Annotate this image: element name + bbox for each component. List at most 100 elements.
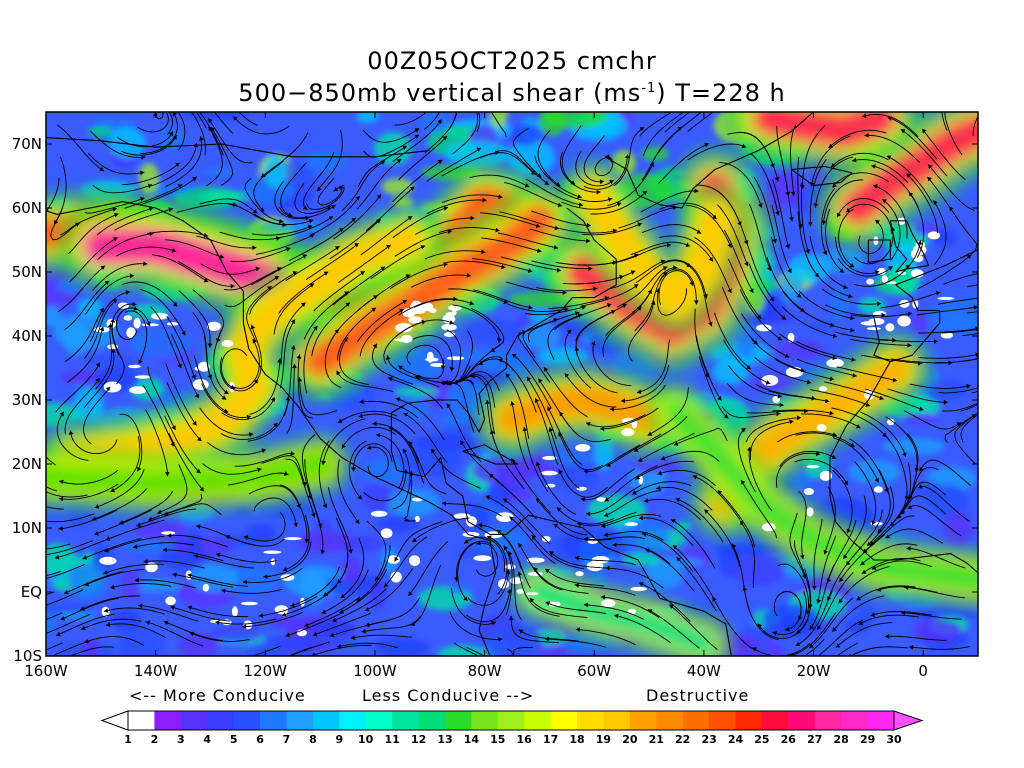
streamline-arrow [103,570,108,575]
streamline [246,286,272,343]
streamline-arrow [194,393,199,399]
minimal-shear-patch [270,558,276,566]
streamline-arrow [907,343,912,348]
streamline [861,558,921,575]
streamline [285,611,344,637]
streamline-arrow [273,423,278,428]
lon-label: 20W [797,662,831,680]
streamline [56,411,89,461]
streamline [213,329,229,395]
lat-label: 20N [12,455,42,473]
streamline-arrow [199,486,205,492]
streamline [327,487,352,554]
streamline-arrow [775,211,780,216]
streamline-arrow [973,305,978,310]
streamline-arrow [398,365,403,370]
streamline-arrow [562,290,567,295]
streamline-arrow [453,296,458,302]
streamline [145,621,204,647]
streamline [387,355,440,388]
streamline [960,403,978,412]
streamline [739,289,783,341]
streamline-arrow [293,522,299,527]
streamline-arrow [630,270,636,275]
streamline-arrow [772,238,777,244]
streamline [561,125,582,185]
streamline [721,406,781,418]
streamline-arrow [922,128,927,134]
streamline-arrow [517,571,522,576]
streamline-arrow [171,425,176,430]
streamline-arrow [935,290,941,296]
shear-band-core [496,384,666,436]
lon-label: 40W [687,662,721,680]
streamline-arrow [927,176,932,182]
streamline [530,210,592,226]
streamline-arrow [394,556,399,562]
colorbar-segment [418,711,446,730]
streamline [199,112,224,156]
streamline [870,611,932,617]
streamline [162,549,224,562]
streamline [960,414,978,443]
streamline-arrow [906,546,911,551]
streamline [313,270,366,312]
streamline [670,519,716,569]
shear-cell [943,511,973,548]
streamline-arrow [95,362,100,368]
streamline-arrow [829,410,834,416]
streamline-arrow [575,555,580,561]
streamline [309,195,361,237]
streamline [797,157,802,229]
streamline-arrow [666,242,671,248]
lon-label: 160W [24,662,68,680]
shear-cell [327,575,384,595]
streamline-arrow [336,370,341,376]
streamline [536,461,577,515]
streamline [356,544,391,602]
streamline-arrow [3,626,7,631]
streamline [403,471,416,522]
map-plot-area [3,89,1014,656]
streamline [899,466,939,515]
streamline-arrow [267,286,272,291]
streamline-arrow [297,377,303,382]
streamline [779,333,837,360]
streamline-arrow [917,240,923,245]
minimal-shear-patch [816,424,827,432]
streamline [394,112,427,126]
streamline [242,612,303,628]
streamline-arrow [586,511,591,517]
streamline-arrow [741,143,747,149]
streamline [641,224,702,234]
shear-cell [68,563,108,601]
streamline [263,541,312,578]
streamline-arrow [420,245,426,250]
streamline-arrow [170,605,175,610]
streamline [407,541,449,597]
minimal-shear-patch [540,470,558,476]
streamline [881,198,901,261]
streamline-arrow [385,355,391,360]
minimal-shear-patch [263,550,282,554]
streamline-arrow [146,321,151,327]
streamline [795,590,833,646]
minimal-shear-patch [145,562,158,573]
streamline-arrow [208,118,213,123]
minimal-shear-patch [638,475,643,485]
streamline-arrow [313,325,318,331]
streamline [46,570,61,577]
streamline [750,338,806,372]
minimal-shear-patch [516,589,525,594]
streamline [125,310,148,365]
streamline-arrow [1010,89,1014,94]
colorbar-segment [709,711,736,730]
streamline [253,213,314,226]
streamline-arrow [196,436,202,442]
streamline-arrow [99,326,105,332]
streamline [771,205,792,274]
streamline [548,296,610,309]
streamline-arrow [832,355,837,361]
colorbar-segment [550,711,578,730]
streamline-arrow [112,207,117,212]
